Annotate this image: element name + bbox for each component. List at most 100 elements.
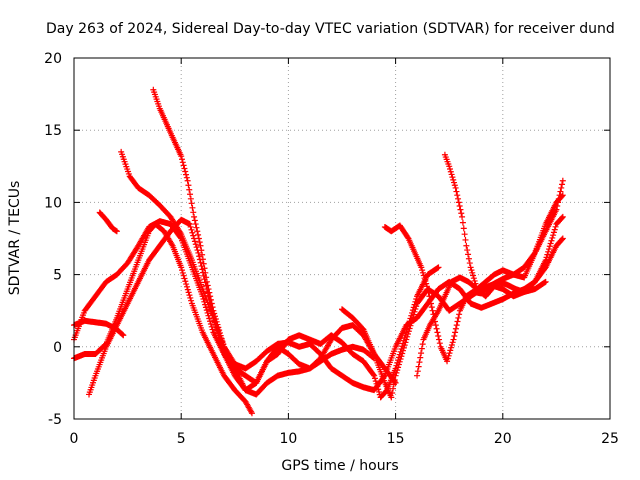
data-point [179,159,186,166]
data-point [190,209,197,216]
data-point [465,251,472,258]
data-point [448,344,455,351]
data-point [191,217,198,224]
data-point [444,355,451,362]
data-point [219,338,226,345]
data-point [179,269,186,276]
data-points [71,86,566,417]
data-point [425,289,432,296]
data-point [559,177,566,184]
data-point [203,278,210,285]
data-point [113,228,120,235]
data-point [424,286,431,293]
data-point [427,296,434,303]
data-point [468,267,475,274]
data-point [371,375,378,382]
data-point [202,269,209,276]
x-tick-label: 15 [387,431,405,447]
data-point [212,313,219,320]
y-axis-ticks: -5 0 5 10 15 20 [44,51,610,428]
data-point [183,174,190,181]
data-point [436,336,443,343]
y-tick-label: 10 [44,195,62,211]
data-point [210,307,217,314]
data-point [559,213,566,220]
data-point [428,304,435,311]
data-point [470,272,477,279]
data-point [181,165,188,172]
data-point [390,381,397,388]
data-point [559,192,566,199]
data-point [470,275,477,282]
trace-2 [71,221,255,417]
data-point [446,350,453,357]
data-point [415,363,422,370]
data-point [408,319,415,326]
data-point [213,318,220,325]
data-point [426,293,433,300]
data-point [450,336,457,343]
data-point [445,352,452,359]
data-point [465,255,472,262]
data-point [404,333,411,340]
data-point [401,342,408,349]
data-point [370,371,377,378]
trace-5 [96,209,120,235]
x-tick-label: 25 [601,431,619,447]
data-point [204,282,211,289]
y-axis-label: SDTVAR / TECUs [7,181,23,296]
data-point [207,293,214,300]
data-point [200,260,207,267]
data-point [449,339,456,346]
data-point [248,410,255,417]
data-point [209,304,216,311]
data-point [455,314,462,321]
data-point [471,277,478,284]
data-point [188,297,195,304]
data-point [400,344,407,351]
data-point [559,236,566,243]
y-tick-label: -5 [48,412,62,428]
data-point [559,214,566,221]
data-point [215,324,222,331]
data-point [456,203,463,210]
data-point [559,235,566,242]
data-point [207,296,214,303]
data-point [375,388,382,395]
data-point [183,281,190,288]
data-point [179,267,186,274]
data-point [404,331,411,338]
data-point [389,390,396,397]
data-point [212,316,219,323]
data-point [447,168,454,175]
data-point [177,229,184,236]
data-point [395,364,402,371]
data-point [446,163,453,170]
x-tick-label: 5 [177,431,186,447]
data-point [195,235,202,242]
x-tick-label: 0 [70,431,79,447]
data-point [418,350,425,357]
data-point [409,314,416,321]
data-point [199,256,206,263]
x-axis-ticks: 0 5 10 15 20 25 [70,58,619,447]
data-point [550,232,557,239]
data-point [551,226,558,233]
data-point [461,231,468,238]
data-point [388,394,395,401]
data-point [184,177,191,184]
data-point [412,306,419,313]
plot-frame [73,57,611,420]
data-point [180,162,187,169]
data-point [188,200,195,207]
data-point [203,307,210,314]
data-point [194,228,201,235]
data-point [420,272,427,279]
data-point [447,166,454,173]
data-point [183,283,190,290]
y-tick-label: 20 [44,51,62,67]
data-point [548,237,555,244]
trace-11 [441,151,566,300]
data-point [432,322,439,329]
data-point [453,188,460,195]
